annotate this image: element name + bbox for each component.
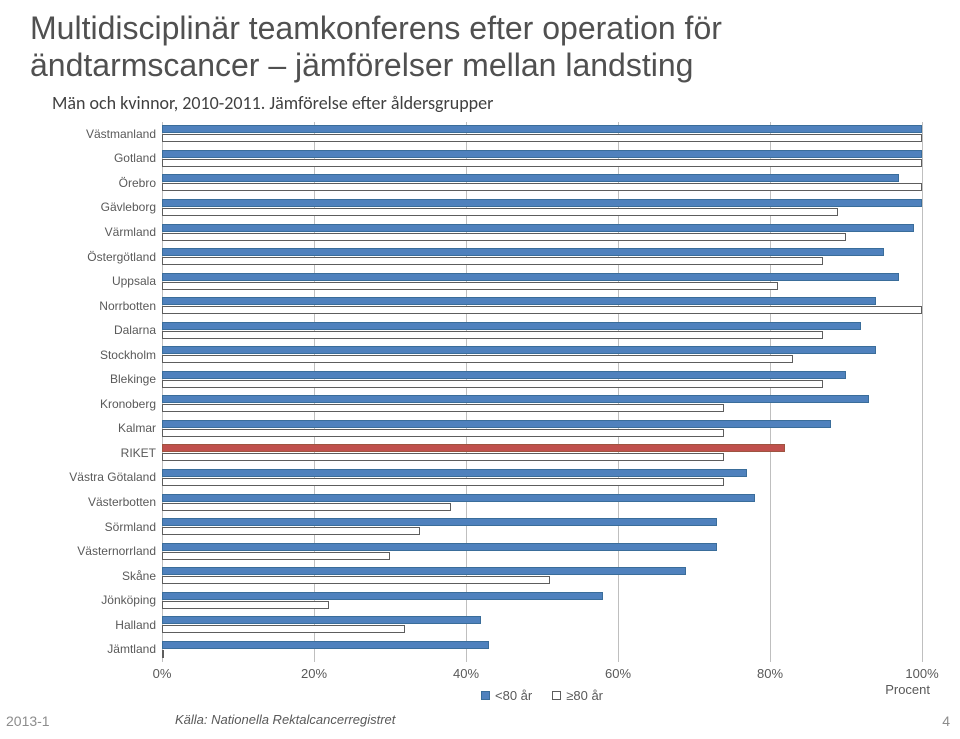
bar-over80 xyxy=(162,208,838,216)
bar-over80 xyxy=(162,503,451,511)
subtitle: Män och kvinnor, 2010-2011. Jämförelse e… xyxy=(52,92,930,114)
category-label: Stockholm xyxy=(52,343,162,368)
bar-under80 xyxy=(162,346,876,354)
footer-left: 2013-1 xyxy=(6,713,50,729)
bar-over80 xyxy=(162,552,390,560)
bar-over80 xyxy=(162,233,846,241)
footer-page-number: 4 xyxy=(942,713,950,729)
bar-under80 xyxy=(162,371,846,379)
bar-under80 xyxy=(162,444,785,452)
category-label: Västmanland xyxy=(52,122,162,147)
category-label: Västernorrland xyxy=(52,539,162,564)
category-label: Jämtland xyxy=(52,637,162,662)
title-line1: Multidisciplinär teamkonferens efter ope… xyxy=(30,10,722,46)
bar-over80 xyxy=(162,257,823,265)
bar-under80 xyxy=(162,224,914,232)
legend-item-over80: ≥80 år xyxy=(552,688,603,703)
category-label: Skåne xyxy=(52,563,162,588)
bar-over80 xyxy=(162,601,329,609)
bar-under80 xyxy=(162,273,899,281)
legend-label-under80: <80 år xyxy=(495,688,532,703)
plot-area: 0%20%40%60%80%100% xyxy=(162,122,922,662)
page-title: Multidisciplinär teamkonferens efter ope… xyxy=(30,10,930,84)
bar-chart: VästmanlandGotlandÖrebroGävleborgVärmlan… xyxy=(52,122,922,662)
category-label: Gävleborg xyxy=(52,195,162,220)
axis-tick-label: 40% xyxy=(453,666,479,681)
axis-tick-label: 0% xyxy=(153,666,172,681)
bar-under80 xyxy=(162,297,876,305)
bar-under80 xyxy=(162,125,922,133)
bar-under80 xyxy=(162,494,755,502)
legend-label-over80: ≥80 år xyxy=(566,688,603,703)
axis-tick-label: 20% xyxy=(301,666,327,681)
bar-over80 xyxy=(162,331,823,339)
axis-tick-label: 60% xyxy=(605,666,631,681)
bar-over80 xyxy=(162,453,724,461)
category-label: Blekinge xyxy=(52,367,162,392)
bar-under80 xyxy=(162,248,884,256)
bar-under80 xyxy=(162,567,686,575)
category-label: Västra Götaland xyxy=(52,465,162,490)
bar-over80 xyxy=(162,625,405,633)
bar-under80 xyxy=(162,616,481,624)
bar-under80 xyxy=(162,199,922,207)
category-label: Kalmar xyxy=(52,416,162,441)
bar-under80 xyxy=(162,420,831,428)
axis-tick-label: 80% xyxy=(757,666,783,681)
category-label: Sörmland xyxy=(52,514,162,539)
bar-over80 xyxy=(162,650,164,658)
category-label: Halland xyxy=(52,613,162,638)
category-label: Uppsala xyxy=(52,269,162,294)
bar-under80 xyxy=(162,322,861,330)
category-label: Gotland xyxy=(52,146,162,171)
bar-under80 xyxy=(162,543,717,551)
category-label: RIKET xyxy=(52,441,162,466)
bar-over80 xyxy=(162,404,724,412)
category-labels: VästmanlandGotlandÖrebroGävleborgVärmlan… xyxy=(52,122,162,662)
legend: <80 år ≥80 år xyxy=(162,688,922,703)
legend-item-under80: <80 år xyxy=(481,688,532,703)
category-label: Kronoberg xyxy=(52,392,162,417)
bar-under80 xyxy=(162,395,869,403)
bar-under80 xyxy=(162,518,717,526)
bar-over80 xyxy=(162,306,922,314)
category-label: Örebro xyxy=(52,171,162,196)
category-label: Värmland xyxy=(52,220,162,245)
category-label: Norrbotten xyxy=(52,293,162,318)
bar-over80 xyxy=(162,478,724,486)
category-label: Västerbotten xyxy=(52,490,162,515)
bar-over80 xyxy=(162,527,420,535)
legend-swatch-under80 xyxy=(481,691,490,700)
category-label: Jönköping xyxy=(52,588,162,613)
bar-under80 xyxy=(162,641,489,649)
chart-wrap: VästmanlandGotlandÖrebroGävleborgVärmlan… xyxy=(52,122,922,703)
category-label: Dalarna xyxy=(52,318,162,343)
bar-over80 xyxy=(162,134,922,142)
bar-over80 xyxy=(162,576,550,584)
source-label: Källa: Nationella Rektalcancerregistret xyxy=(175,712,395,727)
legend-swatch-over80 xyxy=(552,691,561,700)
bar-over80 xyxy=(162,429,724,437)
bar-over80 xyxy=(162,282,778,290)
bar-over80 xyxy=(162,355,793,363)
gridline xyxy=(922,122,923,662)
bar-over80 xyxy=(162,380,823,388)
category-label: Östergötland xyxy=(52,244,162,269)
slide: Multidisciplinär teamkonferens efter ope… xyxy=(0,0,960,739)
bar-over80 xyxy=(162,183,922,191)
bar-under80 xyxy=(162,469,747,477)
axis-tick-label: 100% xyxy=(905,666,938,681)
bar-under80 xyxy=(162,174,899,182)
bar-under80 xyxy=(162,150,922,158)
procent-label: Procent xyxy=(885,682,930,697)
bar-over80 xyxy=(162,159,922,167)
title-line2: ändtarmscancer – jämförelser mellan land… xyxy=(30,47,693,83)
bar-under80 xyxy=(162,592,603,600)
